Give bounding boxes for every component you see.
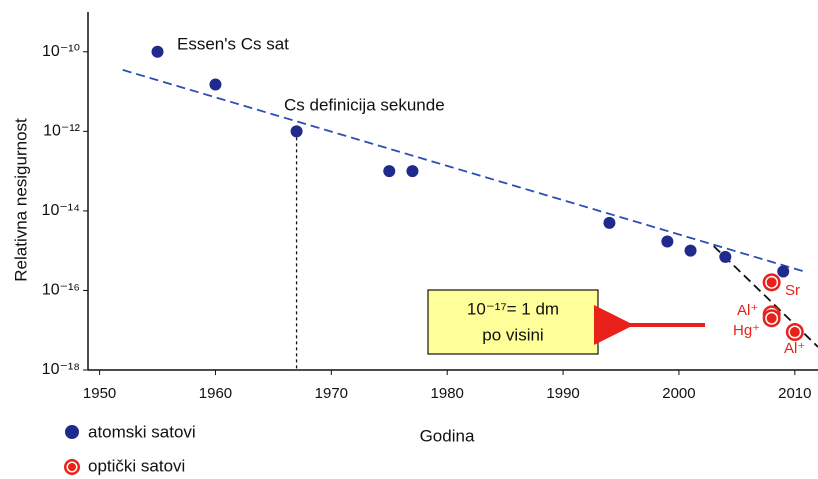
point [762,273,781,292]
legend-marker [68,463,76,471]
annotation: Al⁺ [737,302,758,319]
x-tick-label: 2000 [662,385,695,402]
annotation: Al⁺ [784,340,805,357]
point [603,216,616,229]
annotation: Cs definicija sekunde [284,95,445,114]
x-tick-label: 2010 [778,385,811,402]
point [719,250,732,263]
x-tick-label: 1990 [546,385,579,402]
x-axis-label: Godina [420,426,475,445]
legend-label: atomski satovi [88,422,196,441]
y-tick-label: 10⁻¹² [43,123,81,140]
point [290,125,303,138]
x-tick-label: 1970 [315,385,348,402]
point [406,165,419,178]
annotations: Essen's Cs sat Cs definicija sekunde Sr … [177,34,805,356]
y-tick-label: 10⁻¹⁰ [42,43,80,60]
legend-label: optički satovi [88,456,185,475]
annotation: Sr [785,282,800,299]
annotation: Hg⁺ [733,322,760,339]
y-tick-label: 10⁻¹⁶ [42,282,80,299]
point-ring [766,313,777,324]
x-tick-label: 1960 [199,385,232,402]
point [209,78,222,91]
point [762,309,781,328]
y-tick-label: 10⁻¹⁴ [42,202,81,219]
x-tick-label: 1950 [83,385,116,402]
annotation: Essen's Cs sat [177,34,289,53]
point [785,323,804,342]
note-text: 10⁻¹⁷= 1 dm [467,299,559,318]
point-ring [789,327,800,338]
point [383,165,396,178]
point [777,265,790,278]
point [661,235,674,248]
x-tick-label: 1980 [431,385,464,402]
legend-marker [65,425,79,439]
y-tick-label: 10⁻¹⁸ [42,361,80,378]
point-ring [766,277,777,288]
point [684,244,697,257]
point [151,45,164,58]
note-box [427,289,599,355]
trend-line [122,69,805,273]
y-axis-label: Relativna nesigurnost [11,118,30,282]
note-text: po visini [482,325,543,344]
